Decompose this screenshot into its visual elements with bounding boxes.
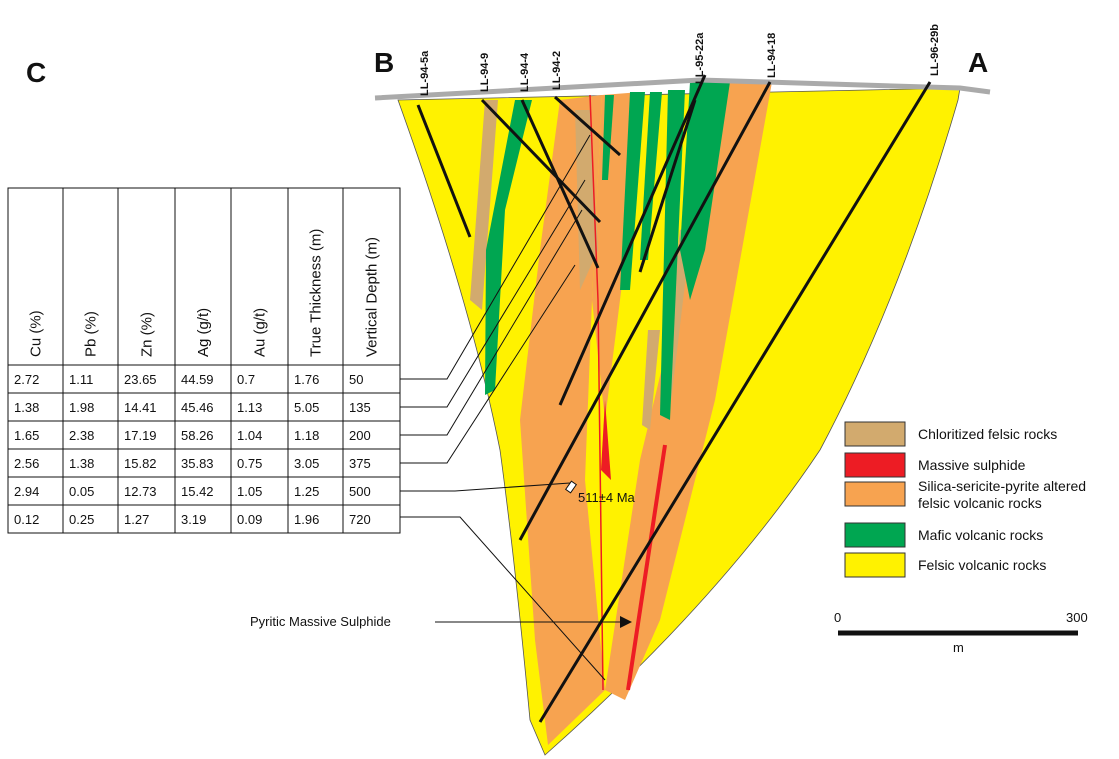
table-cell: 1.98 [69, 400, 94, 415]
table-cell: 1.76 [294, 372, 319, 387]
legend: Chloritized felsic rocks Massive sulphide… [844, 421, 1086, 578]
table-cell: 35.83 [181, 456, 214, 471]
legend-label: Mafic volcanic rocks [918, 527, 1043, 543]
scale-end: 300 [1066, 610, 1088, 625]
pyritic-label: Pyritic Massive Sulphide [250, 614, 391, 629]
column-header: Cu (%) [28, 310, 45, 357]
table-cell: 2.72 [14, 372, 39, 387]
table-cell: 1.38 [69, 456, 94, 471]
drill-hole-label: LL-94-9 [479, 53, 491, 92]
column-header: Zn (%) [139, 312, 156, 357]
table-cell: 200 [349, 428, 371, 443]
table-cell: 1.25 [294, 484, 319, 499]
section-left: B [374, 47, 394, 78]
table-cell: 23.65 [124, 372, 157, 387]
table-border [7, 187, 401, 534]
table-cell: 1.11 [69, 372, 93, 387]
table-cell: 375 [349, 456, 371, 471]
legend-swatch [844, 452, 906, 478]
legend-label: felsic volcanic rocks [918, 495, 1042, 511]
table-cell: 0.25 [69, 512, 94, 527]
scale-start: 0 [834, 610, 841, 625]
cross-section: 511±4 Ma Pyritic Massive Sulphide [250, 74, 991, 756]
table-cell: 15.82 [124, 456, 157, 471]
drill-hole-label: LL-94-18 [766, 33, 778, 78]
table-cell: 12.73 [124, 484, 157, 499]
column-header: Ag (g/t) [195, 308, 212, 357]
table-cell: 0.05 [69, 484, 94, 499]
legend-label: Silica-sericite-pyrite altered [918, 478, 1086, 494]
table-cell: 17.19 [124, 428, 157, 443]
scale-unit: m [953, 640, 964, 655]
legend-swatch [844, 481, 906, 507]
table-cell: 50 [349, 372, 363, 387]
legend-label: Felsic volcanic rocks [918, 557, 1046, 573]
table-cell: 135 [349, 400, 371, 415]
drill-hole-labels: LL-94-5a LL-94-9 LL-94-4 LL-94-2 LL-95-22a LL… [419, 24, 941, 96]
column-header: True Thickness (m) [308, 229, 325, 357]
table-cell: 0.09 [237, 512, 262, 527]
table-cell: 1.05 [237, 484, 262, 499]
legend-label: Chloritized felsic rocks [918, 426, 1057, 442]
table-cell: 0.75 [237, 456, 262, 471]
age-label: 511±4 Ma [578, 490, 636, 505]
table-cell: 2.94 [14, 484, 39, 499]
table-cell: 0.7 [237, 372, 255, 387]
table-cell: 2.38 [69, 428, 94, 443]
table-cell: 1.27 [124, 512, 149, 527]
drill-hole-label: LL-96-29b [929, 24, 941, 76]
table-cell: 1.65 [14, 428, 39, 443]
table-cell: 1.96 [294, 512, 319, 527]
drill-hole-label: LL-94-5a [419, 50, 431, 96]
column-header: Vertical Depth (m) [364, 237, 381, 357]
legend-label: Massive sulphide [918, 457, 1026, 473]
table-cell: 44.59 [181, 372, 214, 387]
section-right: A [968, 47, 988, 78]
table-cell: 3.19 [181, 512, 206, 527]
table-cell: 15.42 [181, 484, 214, 499]
drill-hole-label: LL-94-2 [551, 51, 563, 90]
table-cell: 0.12 [14, 512, 39, 527]
assay-table: Cu (%) Pb (%) Zn (%) Ag (g/t) Au (g/t) True T… [7, 187, 401, 534]
column-header: Pb (%) [83, 311, 100, 357]
table-cell: 5.05 [294, 400, 319, 415]
table-cell: 1.13 [237, 400, 262, 415]
column-header: Au (g/t) [252, 308, 269, 357]
scale-bar: 0 300 m [834, 610, 1088, 655]
table-cell: 1.18 [294, 428, 319, 443]
table-cell: 2.56 [14, 456, 39, 471]
table-cell: 500 [349, 484, 371, 499]
table-cell: 1.04 [237, 428, 262, 443]
table-cell: 3.05 [294, 456, 319, 471]
drill-hole-label: LL-95-22a [694, 32, 706, 84]
legend-swatch [844, 421, 906, 447]
table-cell: 14.41 [124, 400, 157, 415]
table-cell: 45.46 [181, 400, 214, 415]
drill-hole-label: LL-94-4 [519, 52, 531, 92]
table-cell: 1.38 [14, 400, 39, 415]
panel-label: C [26, 57, 46, 88]
table-cell: 58.26 [181, 428, 214, 443]
table-cell: 720 [349, 512, 371, 527]
legend-swatch [844, 552, 906, 578]
legend-swatch [844, 522, 906, 548]
